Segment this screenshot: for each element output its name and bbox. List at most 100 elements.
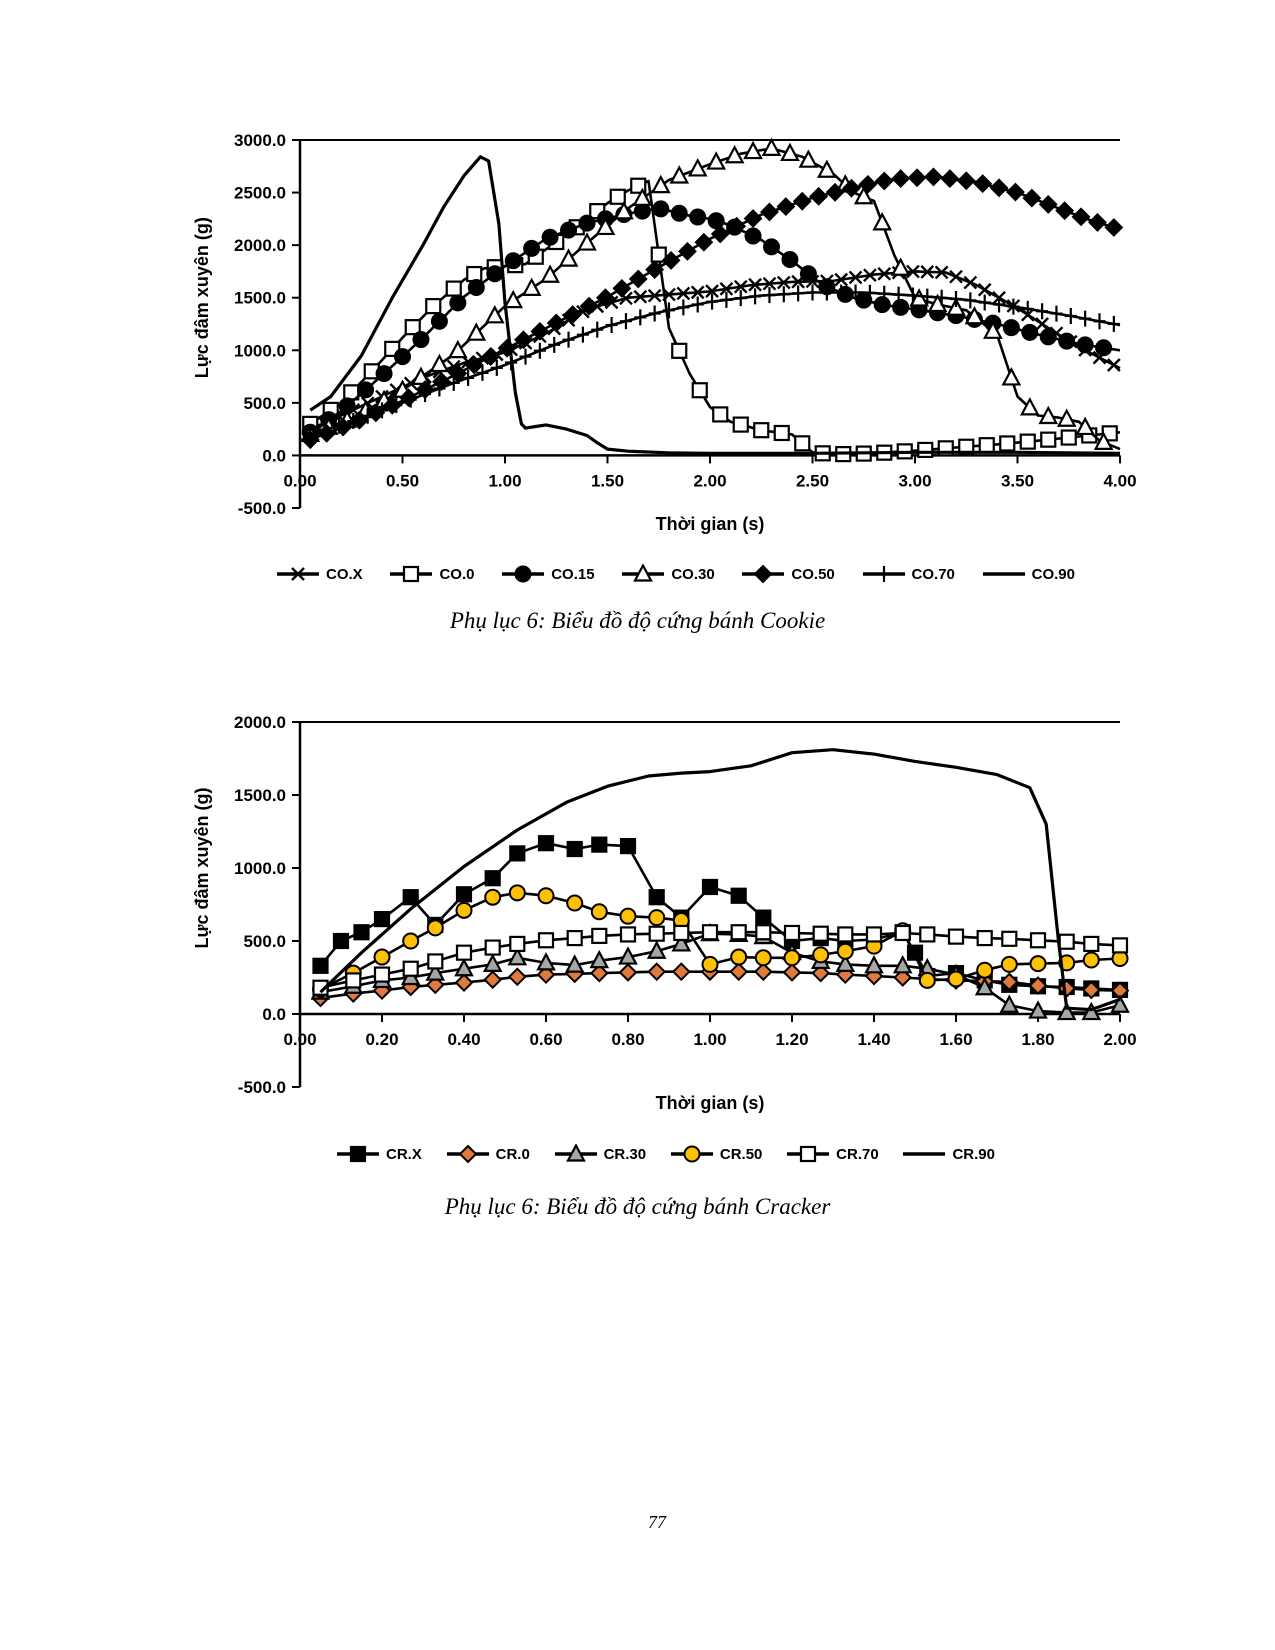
diamond-marker <box>678 241 697 261</box>
square-open-marker <box>648 925 665 942</box>
diamond-marker <box>530 321 550 341</box>
plus-marker <box>734 290 747 307</box>
diamond-marker <box>858 174 878 194</box>
triangle-open-marker <box>761 137 782 157</box>
circle-marker <box>619 907 637 925</box>
x-tick-label: 3.50 <box>1001 471 1034 490</box>
circle-marker <box>754 949 772 967</box>
triangle-open-marker <box>614 200 634 220</box>
triangle-open-marker <box>466 322 487 341</box>
diamond-marker <box>1104 218 1124 237</box>
plus-marker <box>792 285 805 302</box>
y-tick-label: 2000.0 <box>234 236 286 255</box>
x-tick-label: 0.00 <box>283 1030 316 1049</box>
circle-marker <box>873 296 891 314</box>
square-open-marker <box>427 953 444 970</box>
square-filled-marker <box>730 887 747 904</box>
y-tick-label: 3000.0 <box>234 131 286 150</box>
plus-marker <box>720 291 733 308</box>
circle-marker <box>670 204 688 222</box>
plus-marker <box>777 286 790 303</box>
square-open-marker <box>373 966 391 983</box>
circle-marker <box>566 894 584 912</box>
x-marker <box>776 275 791 290</box>
x-tick-label: 1.50 <box>591 471 624 490</box>
square-filled-marker <box>312 957 329 974</box>
square-filled-marker <box>701 878 719 896</box>
plus-marker <box>1036 303 1049 320</box>
square-open-marker <box>976 929 993 947</box>
square-filled-marker <box>455 886 473 903</box>
square-open-marker <box>865 926 883 943</box>
triangle-open-marker <box>1019 397 1040 416</box>
triangle-filled-marker <box>618 946 638 965</box>
plus-marker <box>562 331 575 348</box>
x-marker <box>834 272 849 287</box>
x-tick-label: 3.00 <box>898 471 931 490</box>
triangle-filled-marker <box>1028 1000 1048 1019</box>
circle-marker <box>1000 955 1018 973</box>
circle-marker <box>1082 951 1100 969</box>
diamond-marker <box>907 168 927 188</box>
plus-marker <box>906 287 919 304</box>
y-tick-label: 2500.0 <box>234 184 286 203</box>
legend-line-icon <box>903 1152 946 1156</box>
diamond-marker <box>425 975 445 995</box>
circle-marker <box>412 331 430 349</box>
x-marker <box>676 286 691 301</box>
square-filled-marker <box>373 911 391 928</box>
circle-marker <box>402 932 420 950</box>
square-open-marker <box>455 944 473 961</box>
x-marker <box>291 567 305 581</box>
circle-marker <box>486 265 504 283</box>
plus-marker <box>419 386 432 403</box>
circle-marker <box>836 942 854 960</box>
circle-marker <box>1021 323 1039 341</box>
square-open-marker <box>1040 431 1057 448</box>
y-tick-label: 1000.0 <box>234 341 286 360</box>
legend-label: CO.70 <box>911 565 955 583</box>
square-open-marker <box>425 298 442 315</box>
triangle-open-marker <box>872 212 893 231</box>
circle-marker <box>541 228 559 246</box>
circle-marker <box>836 285 854 303</box>
x-tick-label: 1.80 <box>1021 1030 1054 1049</box>
square-open-marker <box>978 437 995 454</box>
circle-marker <box>976 961 994 979</box>
circle-marker <box>590 903 608 921</box>
y-tick-label: -500.0 <box>238 499 286 518</box>
legend-label: CO.15 <box>551 565 595 583</box>
plus-marker <box>835 284 848 301</box>
square-open-marker <box>345 972 362 989</box>
diamond-marker <box>454 973 474 993</box>
x-tick-label: 0.50 <box>386 471 419 490</box>
triangle-open-marker <box>780 142 800 162</box>
y-tick-label: 1500.0 <box>234 289 286 308</box>
x-marker <box>977 282 992 297</box>
series-line-CO.90 <box>309 155 1121 455</box>
x-tick-label: 1.00 <box>693 1030 726 1049</box>
x-tick-label: 2.00 <box>1103 1030 1136 1049</box>
x-marker <box>848 270 863 285</box>
square-open-marker <box>917 441 934 459</box>
diamond-marker <box>989 178 1009 198</box>
plus-marker <box>619 313 632 330</box>
circle-marker <box>701 955 719 973</box>
plus-marker <box>476 364 489 381</box>
legend-item-CR.30: CR.30 <box>553 1144 646 1164</box>
x-marker <box>705 284 719 298</box>
square-open-marker <box>673 924 690 942</box>
cracker-chart-caption: Phụ lục 6: Biểu đồ độ cứng bánh Cracker <box>444 1194 831 1219</box>
plus-marker <box>332 417 345 434</box>
legend-diamond-filled-icon <box>446 1144 489 1164</box>
series-line-CR.90 <box>319 748 1121 1012</box>
triangle-filled-marker <box>999 994 1020 1013</box>
x-tick-label: 2.50 <box>796 471 829 490</box>
x-marker <box>863 268 877 283</box>
y-tick-label: 500.0 <box>243 932 286 951</box>
diamond-marker <box>481 347 501 367</box>
diamond-marker <box>727 216 747 236</box>
triangle-filled-marker <box>864 954 884 974</box>
diamond-marker <box>612 279 632 298</box>
diamond-marker <box>514 330 533 350</box>
